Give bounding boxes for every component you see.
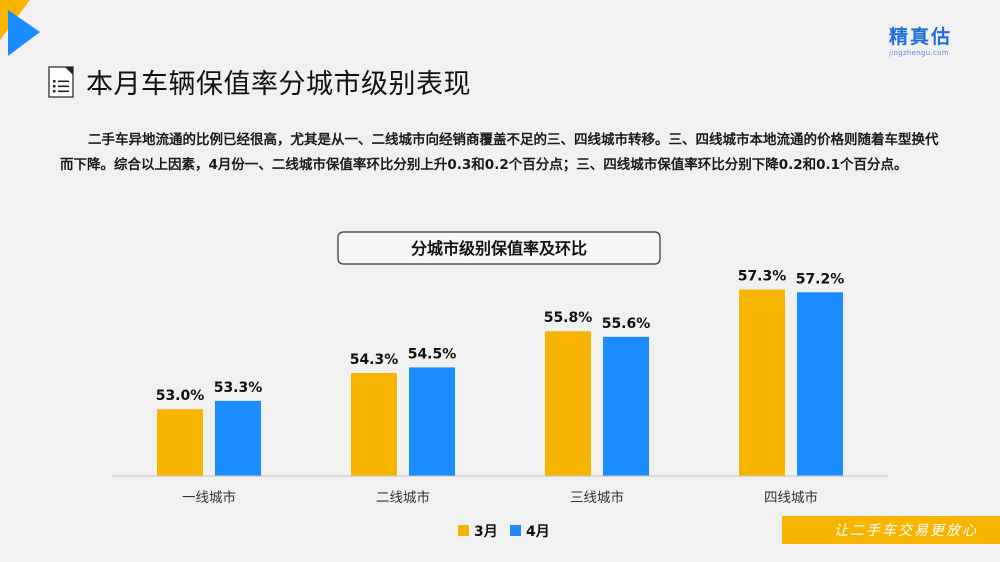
data-label: 53.0%	[156, 388, 205, 404]
data-label: 53.3%	[214, 380, 263, 396]
x-tick-label: 四线城市	[764, 489, 818, 506]
chart-title-box	[337, 231, 661, 265]
bar	[215, 400, 261, 476]
document-list-icon	[48, 65, 74, 98]
bar	[603, 336, 649, 476]
bar	[409, 367, 455, 476]
data-label: 54.3%	[350, 352, 399, 368]
bars-group: 53.0% 53.3% 54.3% 54.5% 55.8% 55.6% 57.3% 57.2%	[156, 268, 845, 476]
bar	[797, 292, 843, 476]
bar	[739, 289, 785, 476]
corner-decoration	[0, 0, 40, 56]
legend-label: 3月	[474, 524, 498, 540]
legend-swatch	[510, 525, 521, 536]
data-label: 57.2%	[796, 271, 845, 287]
title-row: 本月车辆保值率分城市级别表现	[48, 62, 471, 101]
legend-label: 4月	[526, 524, 550, 540]
x-tick-label: 三线城市	[570, 489, 624, 506]
brand-url: jingzhengu.com	[888, 49, 949, 57]
legend: 3月 4月	[458, 524, 550, 540]
brand-logo: 精真估 jingzhengu.com	[889, 26, 952, 57]
bar	[545, 331, 591, 476]
page-title: 本月车辆保值率分城市级别表现	[86, 69, 471, 100]
legend-swatch	[458, 525, 469, 536]
chart-title: 分城市级别保值率及环比	[411, 239, 587, 258]
x-axis-labels: 一线城市 二线城市 三线城市 四线城市	[182, 489, 818, 506]
data-label: 55.8%	[544, 310, 593, 326]
brand-name: 精真估	[888, 26, 952, 48]
x-tick-label: 二线城市	[376, 489, 430, 506]
x-tick-label: 一线城市	[182, 489, 236, 506]
intro-paragraph: 二手车异地流通的比例已经很高，尤其是从一、二线城市向经销商覆盖不足的三、四线城市…	[60, 132, 939, 173]
slogan-text: 让二手车交易更放心	[834, 523, 978, 539]
slogan-bar	[782, 516, 1000, 544]
bar	[157, 409, 203, 476]
bar	[351, 373, 397, 476]
data-label: 55.6%	[602, 316, 651, 332]
data-label: 57.3%	[738, 268, 787, 284]
data-label: 54.5%	[408, 346, 457, 362]
